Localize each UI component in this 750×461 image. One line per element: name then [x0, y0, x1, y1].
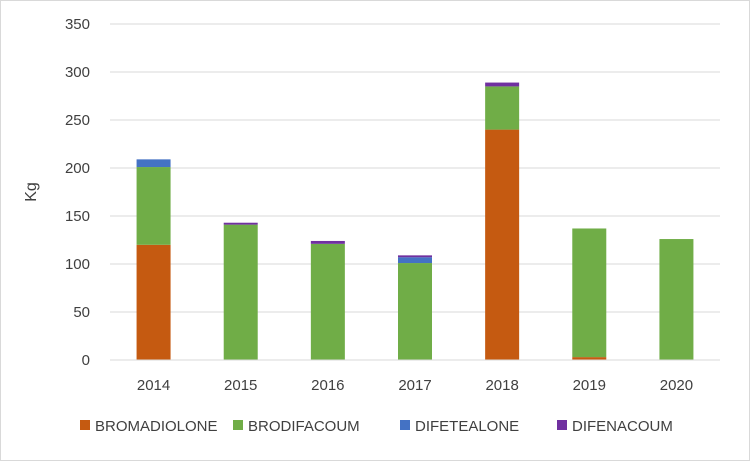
bar-segment-brodifacoum-2019: [572, 228, 607, 358]
bar-segment-difenacoum-2018: [485, 82, 520, 87]
bar-segment-brodifacoum-2018: [485, 86, 520, 130]
bar-segment-brodifacoum-2015: [223, 224, 258, 360]
y-tick-label: 100: [65, 256, 90, 273]
bar-segment-difetealone-2014: [136, 159, 171, 168]
bar-segment-brodifacoum-2017: [398, 263, 432, 360]
legend-swatch-difenacoum: [557, 420, 567, 430]
x-tick-labels: 2014 2015 2016 2017 2018 2019 2020: [137, 377, 693, 394]
x-tick-label: 2015: [224, 377, 257, 394]
legend-label-difenacoum: DIFENACOUM: [572, 418, 673, 435]
legend-label-bromadiolone: BROMADIOLONE: [95, 418, 218, 435]
legend-label-difetealone: DIFETEALONE: [415, 418, 519, 435]
x-tick-label: 2020: [660, 377, 693, 394]
y-tick-label: 300: [65, 64, 90, 81]
gridlines: [110, 23, 720, 313]
y-tick-label: 250: [65, 112, 90, 129]
x-tick-label: 2016: [311, 377, 344, 394]
x-tick-label: 2019: [573, 377, 606, 394]
bar-segment-bromadiolone-2018: [485, 129, 520, 360]
y-tick-labels: 0 50 100 150 200 250 300 350: [65, 16, 90, 369]
legend-swatch-brodifacoum: [233, 420, 243, 430]
bar-segment-difenacoum-2017: [398, 255, 432, 258]
x-tick-label: 2018: [485, 377, 518, 394]
legend-label-brodifacoum: BRODIFACOUM: [248, 418, 360, 435]
bar-segment-bromadiolone-2019: [572, 357, 607, 360]
bars: [136, 82, 694, 360]
y-axis-title: Kg: [23, 182, 40, 202]
legend: BROMADIOLONE BRODIFACOUM DIFETEALONE DIFENA…: [80, 418, 673, 435]
y-tick-label: 0: [82, 352, 90, 369]
bar-segment-difenacoum-2016: [310, 240, 345, 244]
bar-segment-brodifacoum-2016: [310, 243, 345, 360]
y-tick-label: 350: [65, 16, 90, 33]
bar-segment-difenacoum-2015: [223, 222, 258, 225]
x-tick-label: 2014: [137, 377, 170, 394]
bar-segment-bromadiolone-2014: [136, 244, 171, 360]
legend-swatch-difetealone: [400, 420, 410, 430]
bar-segment-brodifacoum-2014: [136, 167, 171, 245]
y-tick-label: 50: [73, 304, 90, 321]
y-tick-label: 150: [65, 208, 90, 225]
y-tick-label: 200: [65, 160, 90, 177]
legend-swatch-bromadiolone: [80, 420, 90, 430]
x-tick-label: 2017: [398, 377, 431, 394]
bar-segment-brodifacoum-2020: [659, 239, 694, 360]
bar-segment-difetealone-2017: [398, 257, 432, 264]
